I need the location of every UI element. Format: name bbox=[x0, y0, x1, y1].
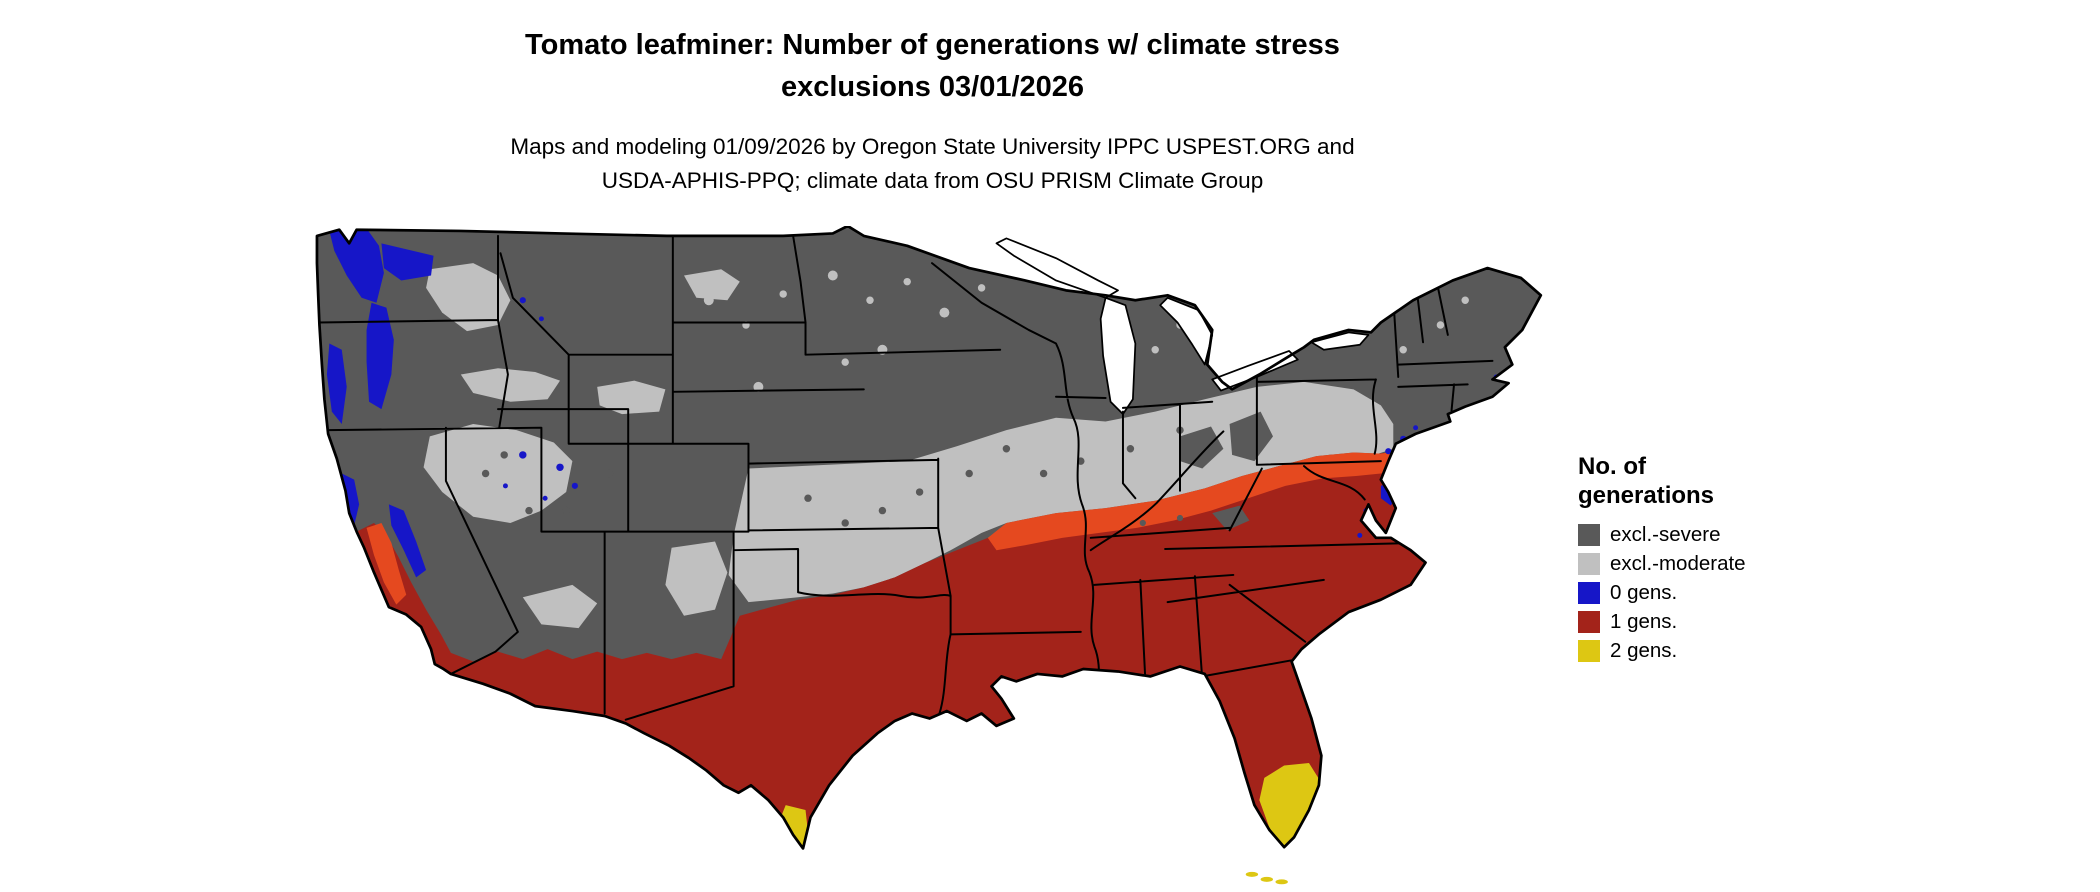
map-title-line-1: Tomato leafminer: Number of generations … bbox=[525, 29, 1340, 61]
us-outline bbox=[315, 226, 1543, 850]
legend-label-0-gens: 0 gens. bbox=[1610, 580, 1678, 604]
florida-keys bbox=[1245, 871, 1288, 885]
legend-label-2-gens: 2 gens. bbox=[1610, 638, 1678, 662]
color-swatch-2-gens bbox=[1578, 639, 1600, 662]
map-region-excl-moderate bbox=[423, 263, 1469, 629]
map-region-1-gens-warm-band bbox=[366, 451, 1401, 605]
map-subtitle-line-2: USDA-APHIS-PPQ; climate data from OSU PR… bbox=[601, 167, 1264, 193]
legend-item-excl-severe: excl.-severe bbox=[1578, 523, 1908, 547]
conus-map-image bbox=[315, 226, 1543, 885]
lake-ontario bbox=[1310, 331, 1370, 351]
color-swatch-excl-moderate bbox=[1578, 552, 1600, 575]
map-region-2-gens bbox=[780, 763, 1322, 849]
header: Tomato leafminer: Number of generations … bbox=[0, 24, 1865, 198]
state-borders bbox=[317, 234, 1494, 721]
legend-label-1-gens: 1 gens. bbox=[1610, 609, 1678, 633]
color-swatch-0-gens bbox=[1578, 581, 1600, 604]
map-texture-severe-speckles bbox=[481, 411, 1273, 527]
legend-item-excl-moderate: excl.-moderate bbox=[1578, 552, 1908, 576]
map-title-line-2: exclusions 03/01/2026 bbox=[780, 71, 1085, 104]
legend-label-excl-severe: excl.-severe bbox=[1610, 522, 1721, 546]
legend-items: excl.-severe excl.-moderate 0 gens. 1 ge… bbox=[1578, 523, 1908, 663]
legend: No. of generations excl.-severe excl.-mo… bbox=[1578, 452, 1908, 668]
us-map bbox=[312, 226, 1552, 888]
map-subtitle-line-1: Maps and modeling 01/09/2026 by Oregon S… bbox=[510, 134, 1355, 160]
legend-title-line-1: No. of bbox=[1578, 453, 1646, 480]
legend-label-excl-moderate: excl.-moderate bbox=[1610, 551, 1746, 575]
legend-item-1-gens: 1 gens. bbox=[1578, 610, 1908, 634]
legend-title-line-2: generations bbox=[1578, 482, 1715, 510]
color-swatch-1-gens bbox=[1578, 610, 1600, 633]
map-subtitle: Maps and modeling 01/09/2026 by Oregon S… bbox=[0, 130, 1865, 198]
lake-erie bbox=[1211, 350, 1299, 392]
legend-item-2-gens: 2 gens. bbox=[1578, 639, 1908, 663]
color-swatch-excl-severe bbox=[1578, 523, 1600, 546]
legend-item-0-gens: 0 gens. bbox=[1578, 581, 1908, 605]
